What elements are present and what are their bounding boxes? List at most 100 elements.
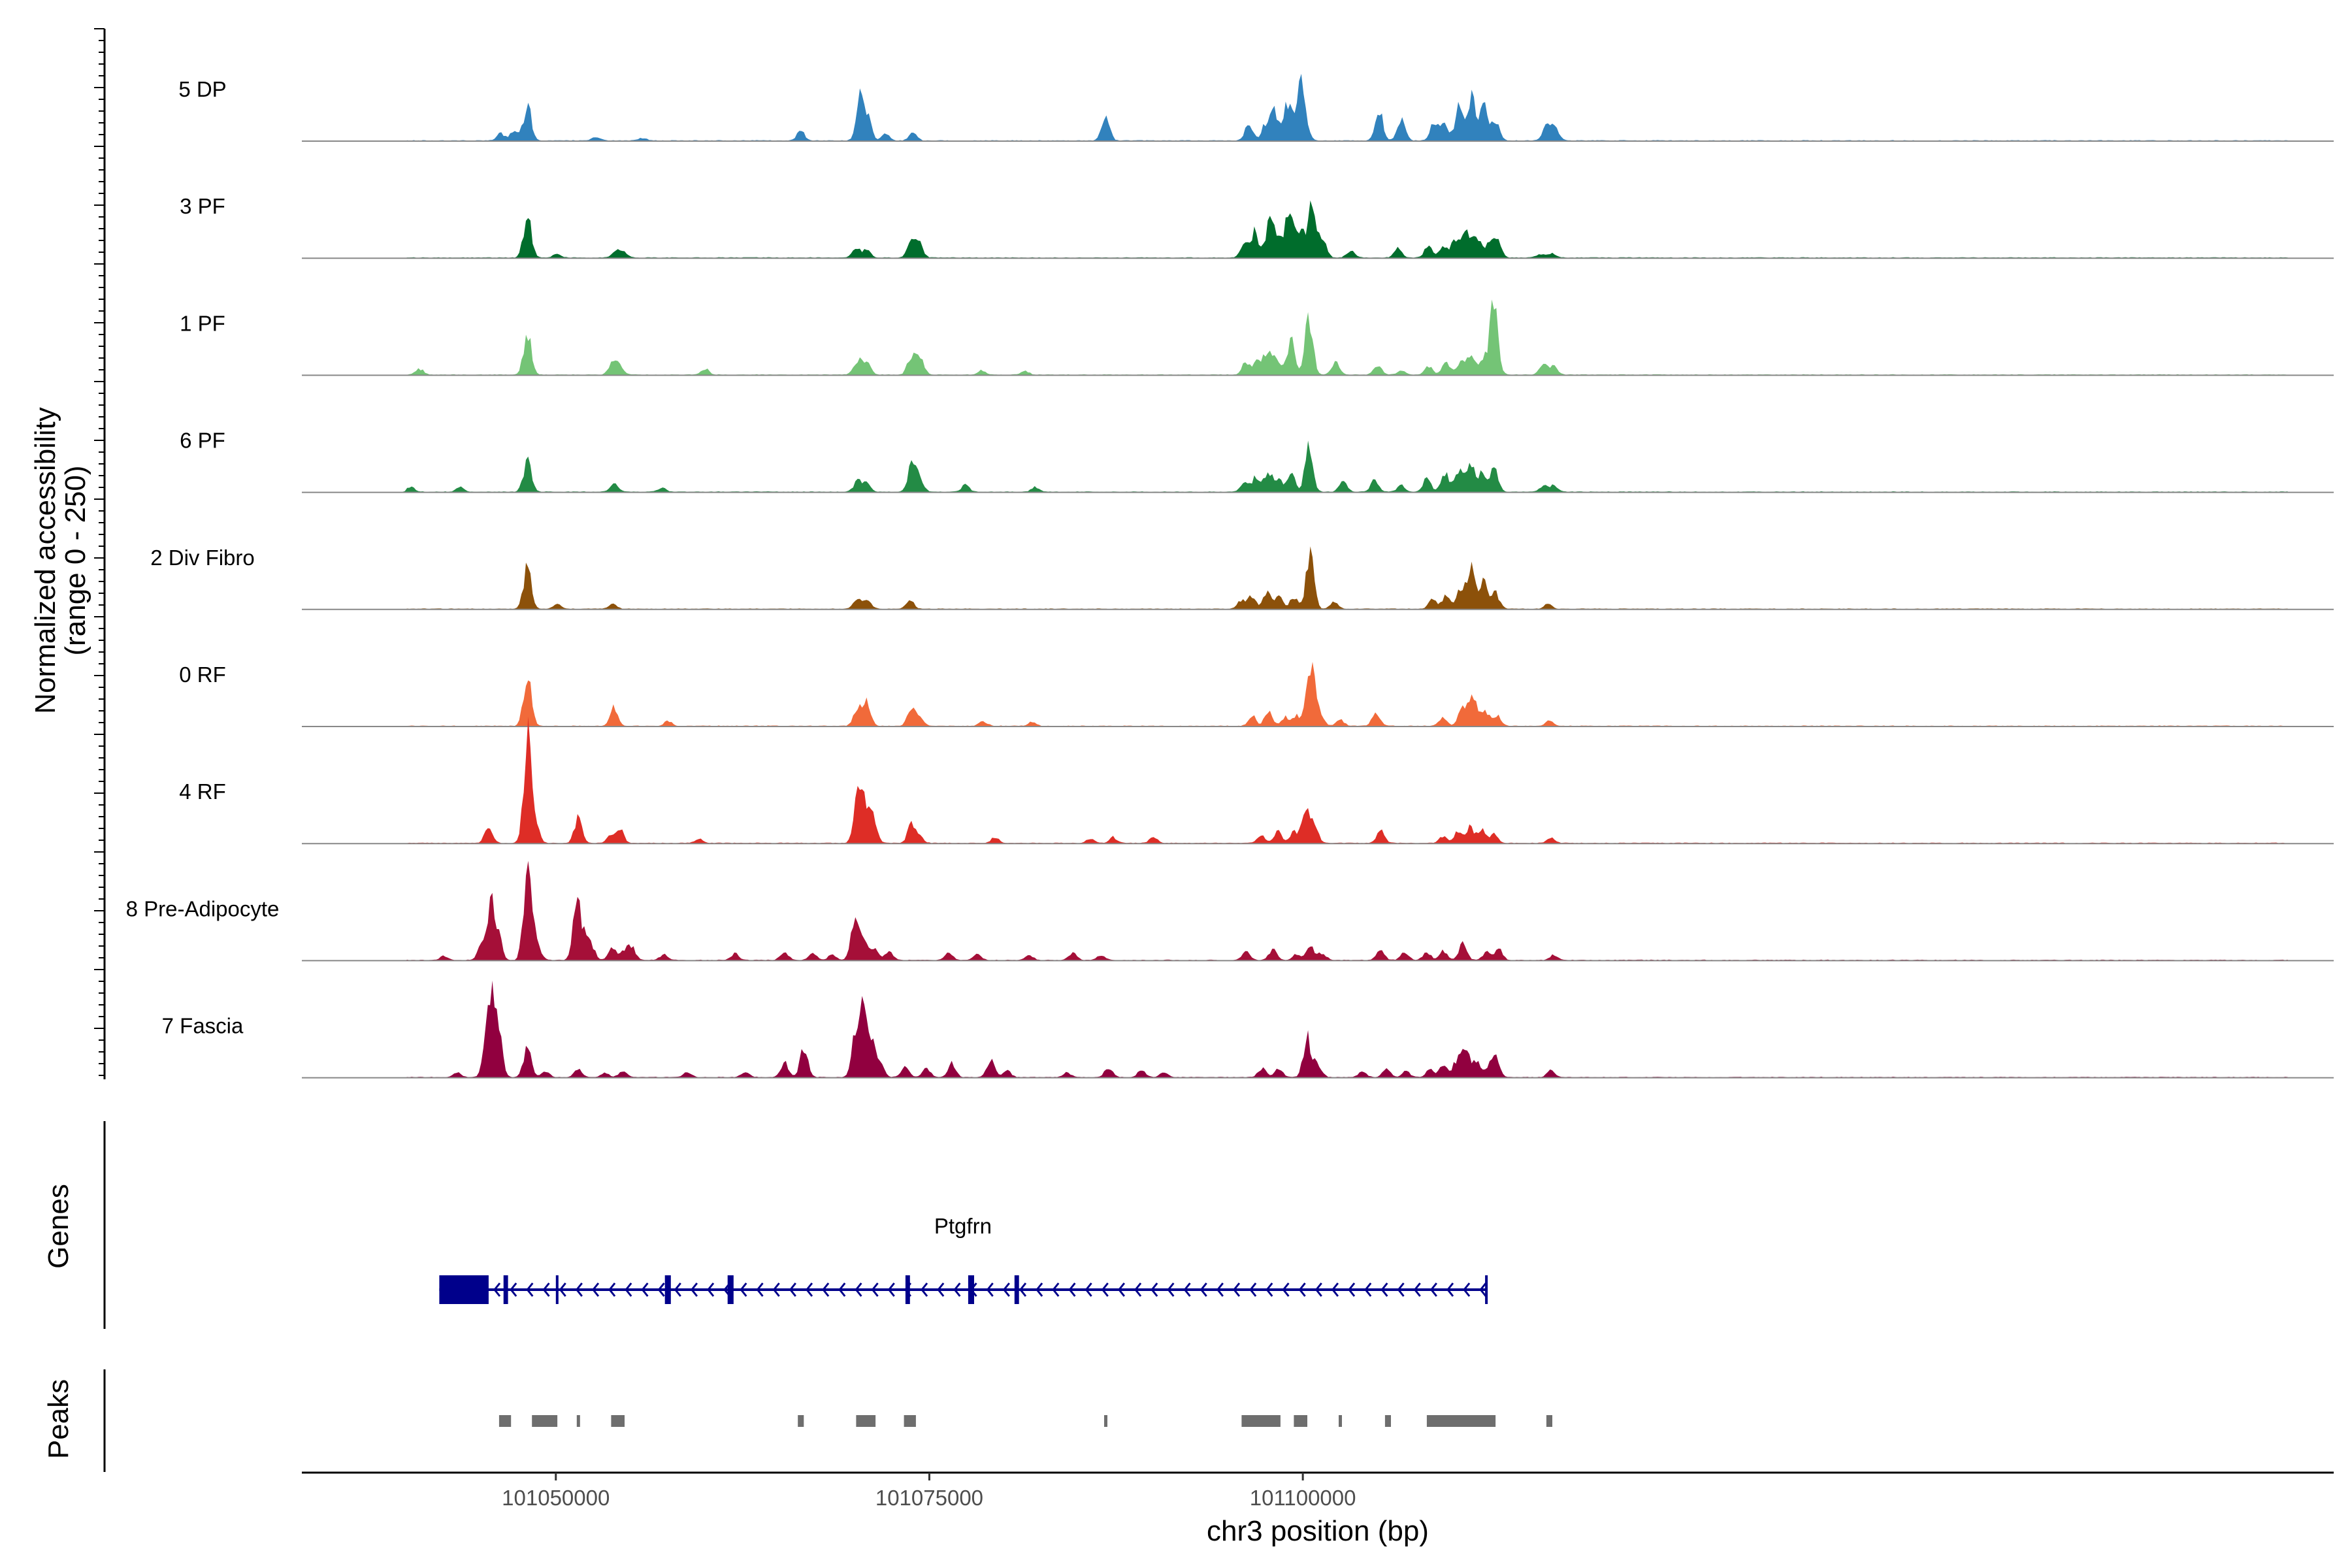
strand-arrow — [1331, 1282, 1339, 1297]
gene-exon — [555, 1275, 559, 1304]
strand-arrow — [542, 1282, 550, 1297]
track-signal-area — [302, 299, 2289, 376]
coverage-tracks: 5 DP 3 PF 1 PF 6 PF 2 Div Fibro 0 RF 4 RF 8 Pre… — [126, 74, 2334, 1079]
track-label: 4 RF — [179, 779, 226, 804]
strand-arrow — [1429, 1282, 1437, 1297]
gene-exon — [727, 1275, 734, 1304]
strand-arrow — [1085, 1282, 1092, 1297]
track-label: 3 PF — [180, 194, 225, 218]
strand-arrow — [625, 1282, 632, 1297]
strand-arrow — [986, 1282, 994, 1297]
strand-arrow — [1036, 1282, 1043, 1297]
track-8: 8 Pre-Adipocyte — [126, 860, 2334, 962]
strand-arrow — [641, 1282, 649, 1297]
peak-region — [532, 1415, 558, 1427]
strand-arrow — [707, 1282, 715, 1297]
strand-arrow — [1397, 1282, 1405, 1297]
y-axis-title-line2: (range 0 - 250) — [59, 465, 91, 655]
peak-region — [1104, 1415, 1107, 1427]
strand-arrow — [756, 1282, 764, 1297]
strand-arrow — [1183, 1282, 1191, 1297]
peak-region — [1426, 1415, 1496, 1427]
strand-arrow — [526, 1282, 534, 1297]
strand-arrow — [1249, 1282, 1257, 1297]
track-label: 6 PF — [180, 429, 225, 453]
strand-arrow — [887, 1282, 895, 1297]
strand-arrow — [1266, 1282, 1273, 1297]
strand-arrow — [1101, 1282, 1109, 1297]
strand-arrow — [690, 1282, 698, 1297]
strand-arrow — [1479, 1282, 1487, 1297]
strand-arrow — [1052, 1282, 1060, 1297]
peak-region — [1546, 1415, 1552, 1427]
strand-arrow — [1167, 1282, 1175, 1297]
track-signal-area — [302, 662, 2289, 727]
strand-arrow — [1002, 1282, 1010, 1297]
peak-regions — [498, 1415, 1552, 1427]
peak-region — [576, 1415, 580, 1427]
strand-arrow — [1134, 1282, 1142, 1297]
peak-region — [611, 1415, 625, 1427]
track-signal-area — [302, 200, 2289, 259]
strand-arrow — [1348, 1282, 1356, 1297]
strand-arrow — [1364, 1282, 1372, 1297]
gene-exon — [503, 1275, 508, 1304]
y-axis-title-line1: Normalized accessibility — [29, 407, 61, 713]
x-axis-ticks: 101050000 101075000 101100000 — [502, 1473, 1356, 1510]
strand-arrow — [1216, 1282, 1224, 1297]
strand-arrow — [871, 1282, 879, 1297]
strand-arrow — [1068, 1282, 1076, 1297]
strand-arrow — [575, 1282, 583, 1297]
y-axis-title: Normalized accessibility (range 0 - 250) — [29, 407, 91, 713]
strand-arrow — [822, 1282, 830, 1297]
strand-arrow — [1446, 1282, 1454, 1297]
strand-arrow — [1117, 1282, 1126, 1297]
strand-arrow — [1282, 1282, 1290, 1297]
peak-region — [1294, 1415, 1307, 1427]
peak-region — [1339, 1415, 1342, 1427]
gene-exon — [439, 1275, 489, 1304]
track-1: 5 DP — [178, 74, 2334, 142]
strand-arrow — [1413, 1282, 1421, 1297]
strand-arrow — [1463, 1282, 1471, 1297]
strand-arrow — [493, 1282, 501, 1297]
strand-arrow — [1151, 1282, 1158, 1297]
gene-name-label: Ptgfrn — [934, 1214, 992, 1238]
strand-arrow — [953, 1282, 961, 1297]
track-4: 6 PF — [180, 429, 2334, 493]
x-tick-label: 101050000 — [502, 1486, 610, 1510]
peak-region — [856, 1415, 876, 1427]
strand-arrow — [789, 1282, 796, 1297]
strand-arrow — [608, 1282, 616, 1297]
strand-arrow — [559, 1282, 566, 1297]
track-label: 2 Div Fibro — [150, 546, 255, 570]
gene-exon — [664, 1275, 671, 1304]
strand-arrow — [838, 1282, 846, 1297]
track-signal-area — [302, 546, 2289, 610]
y-axis-ticks — [94, 28, 105, 1076]
track-label: 1 PF — [180, 311, 225, 335]
peak-region — [798, 1415, 804, 1427]
track-signal-area — [302, 860, 2289, 961]
track-5: 2 Div Fibro — [150, 546, 2334, 610]
track-signal-area — [302, 716, 2289, 844]
strand-arrow — [921, 1282, 928, 1297]
track-label: 0 RF — [179, 662, 226, 687]
peak-region — [1384, 1415, 1391, 1427]
gene-exon — [1014, 1275, 1019, 1304]
track-label: 7 Fascia — [162, 1014, 244, 1038]
gene-exon — [1485, 1275, 1488, 1304]
strand-arrow — [1298, 1282, 1306, 1297]
track-signal-area — [302, 440, 2289, 493]
gene-exon — [968, 1275, 974, 1304]
strand-arrow — [1200, 1282, 1207, 1297]
strand-arrow — [1019, 1282, 1027, 1297]
x-tick-label: 101075000 — [875, 1486, 983, 1510]
strand-arrow — [510, 1282, 517, 1297]
gene-exon — [905, 1275, 910, 1304]
track-3: 1 PF — [180, 299, 2334, 376]
strand-arrow — [1315, 1282, 1322, 1297]
strand-arrow — [591, 1282, 600, 1297]
strand-arrow — [937, 1282, 945, 1297]
gene-model — [439, 1275, 1488, 1304]
